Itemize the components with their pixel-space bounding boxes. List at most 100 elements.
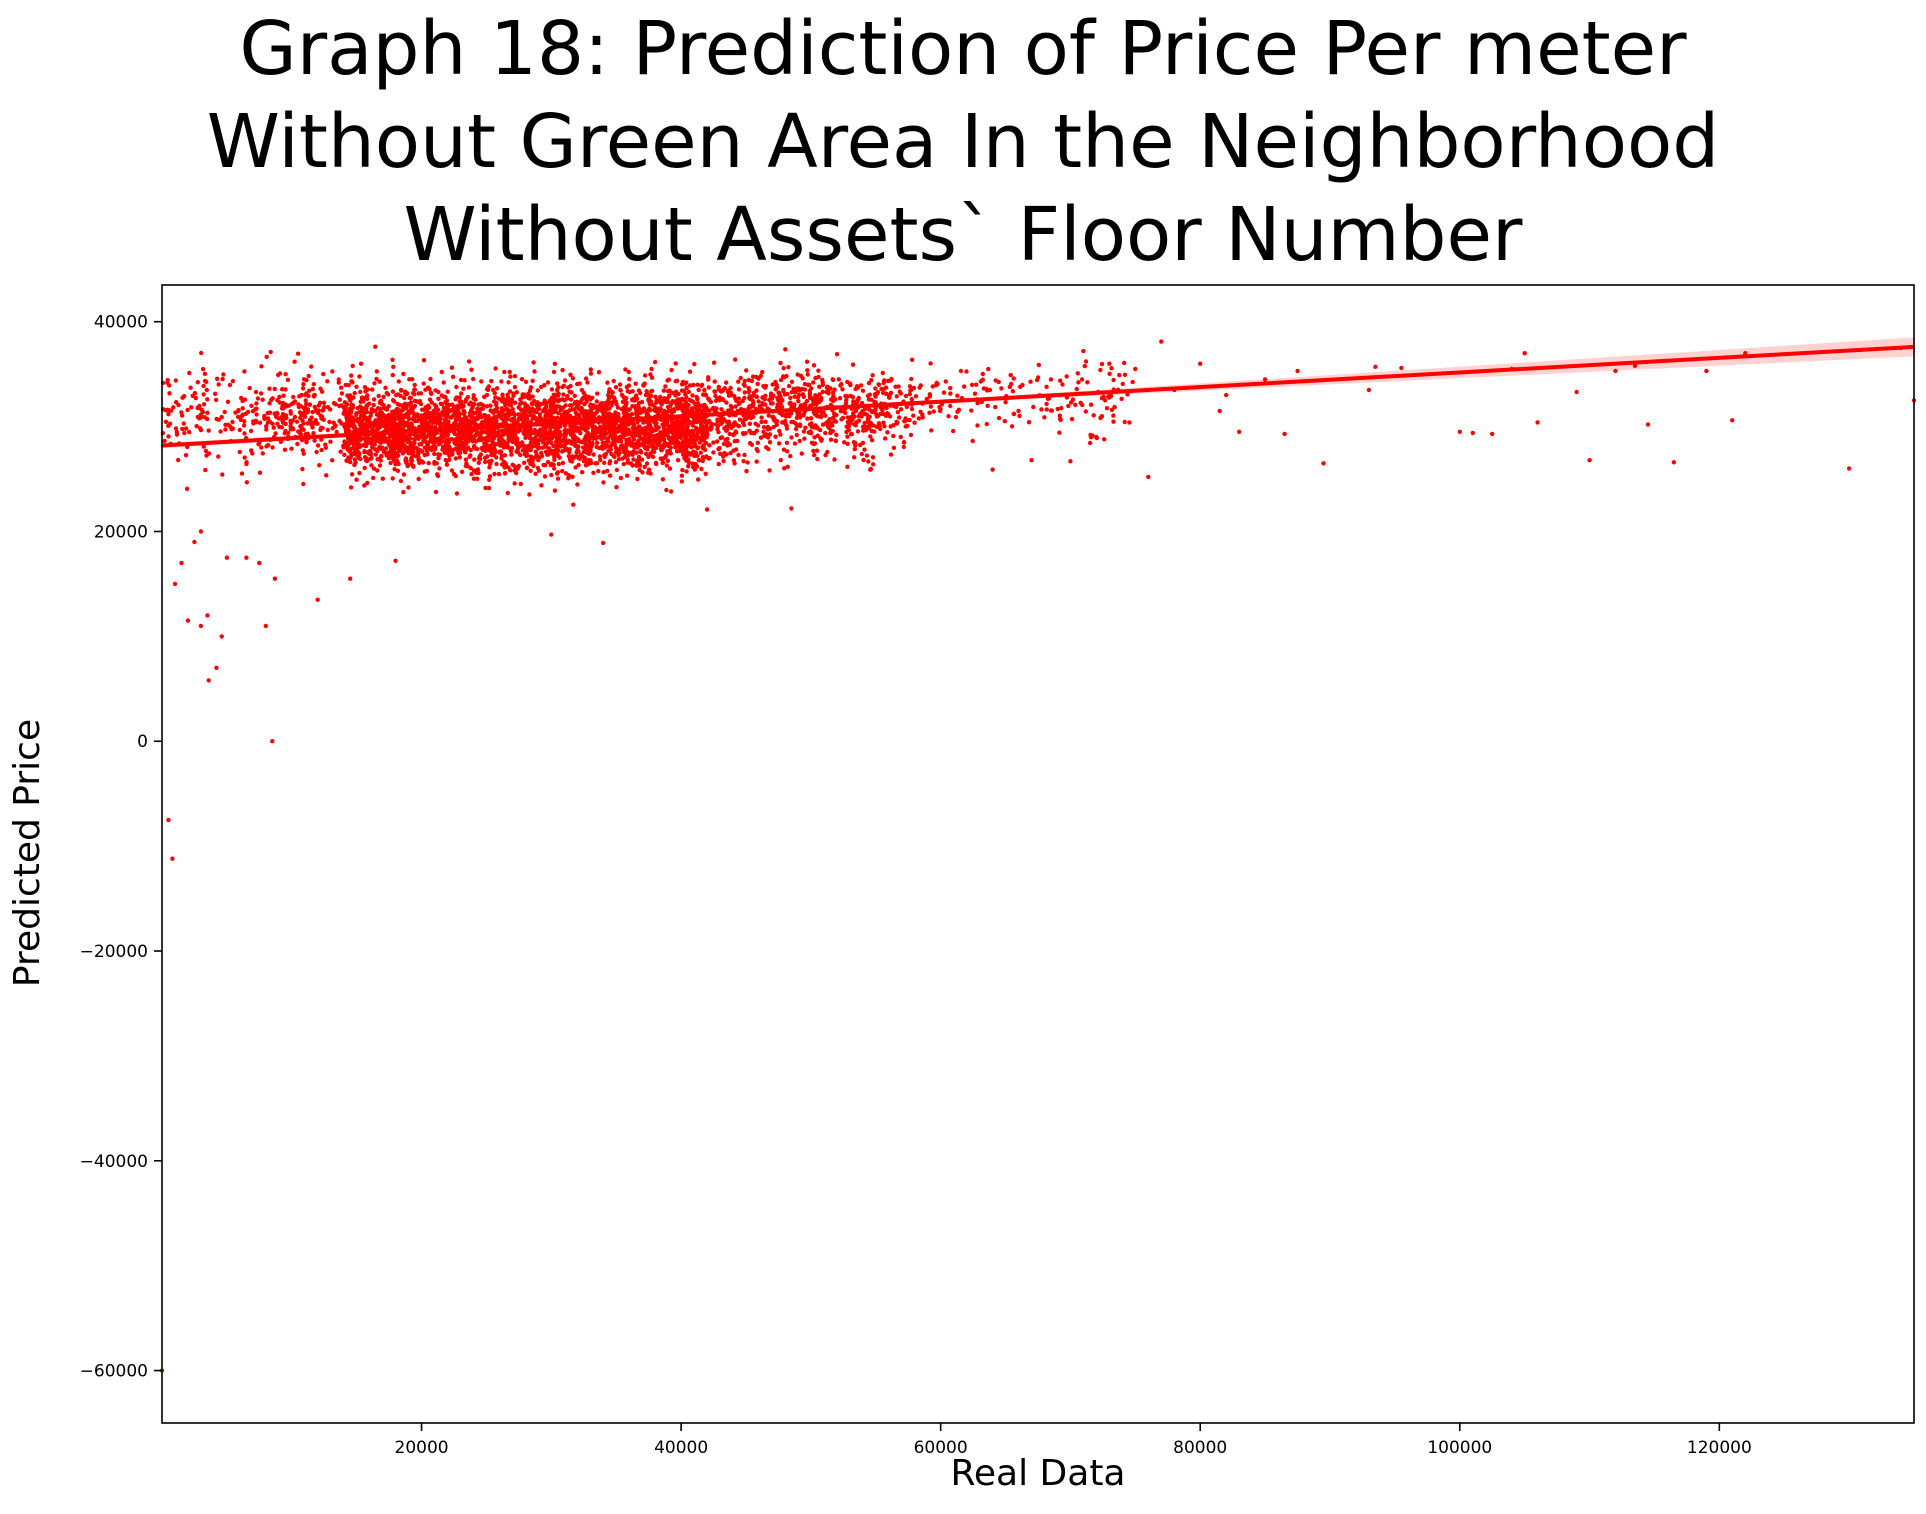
scatter-point [507,402,512,408]
scatter-point [568,454,574,460]
scatter-point [167,383,172,388]
scatter-point [306,373,311,379]
scatter-point [699,383,704,388]
scatter-point [857,412,863,417]
scatter-point [685,423,690,429]
scatter-point [620,399,626,405]
scatter-point [242,419,247,424]
scatter-point [751,414,756,419]
scatter-point [523,379,529,384]
scatter-point [500,439,505,444]
scatter-point [545,452,550,457]
scatter-point [652,449,657,455]
scatter-point [665,404,671,410]
scatter-point [283,372,288,377]
scatter-point [849,414,854,420]
scatter-point [852,446,857,452]
scatter-point [935,381,940,387]
scatter-point [871,462,876,467]
scatter-point [614,401,619,407]
scatter-point [693,425,699,431]
scatter-point [388,413,393,419]
scatter-point [876,382,881,387]
scatter-point [1057,413,1063,418]
scatter-point [549,461,554,467]
scatter-point [1098,367,1103,373]
scatter-point [604,431,609,436]
scatter-point [520,392,525,397]
scatter-point [652,420,657,425]
scatter-point [748,404,754,409]
scatter-point [267,410,273,415]
scatter-point [489,458,494,463]
scatter-point [651,437,657,443]
scatter-point [166,412,171,417]
scatter-point [440,447,445,452]
scatter-point [254,406,259,411]
scatter-point [348,576,353,581]
y-axis-label: Predicted Price [7,718,48,988]
scatter-point [517,401,523,407]
scatter-point [453,456,458,461]
scatter-point [302,414,308,419]
scatter-point [323,445,328,450]
scatter-point [607,459,613,464]
scatter-point [445,414,450,419]
scatter-point [830,377,835,382]
scatter-point [184,486,190,491]
scatter-point [622,405,627,410]
scatter-point [398,446,403,451]
scatter-point [418,391,424,396]
scatter-point [349,373,354,378]
scatter-point [630,463,635,468]
scatter-point [528,385,534,390]
scatter-point [626,369,631,375]
scatter-point [937,408,943,414]
scatter-point [815,456,820,462]
scatter-point [421,438,426,444]
scatter-point [695,396,700,401]
scatter-point [296,402,301,407]
scatter-point [658,430,663,436]
scatter-point [639,457,645,462]
scatter-point [718,451,723,456]
scatter-point [301,451,306,456]
scatter-point [195,380,200,385]
scatter-point [270,445,275,450]
scatter-point [698,450,703,455]
scatter-point [500,392,505,397]
scatter-point [667,388,672,393]
scatter-point [242,431,247,436]
scatter-point [588,367,593,372]
scatter-point [285,377,291,382]
scatter-point [412,437,417,442]
scatter-point [1490,431,1495,437]
scatter-point [373,452,378,457]
scatter-point [848,431,854,437]
scatter-point [902,419,907,424]
scatter-point [782,375,787,380]
scatter-point [300,466,305,472]
scatter-point [928,404,934,409]
scatter-point [307,402,313,407]
scatter-point [543,413,548,418]
scatter-point [601,469,606,475]
scatter-point [848,393,854,399]
scatter-point [204,387,209,393]
scatter-point [461,447,466,452]
scatter-point [596,468,601,474]
scatter-point [866,459,871,464]
scatter-point [696,477,701,482]
scatter-point [946,414,951,419]
scatter-point [478,435,483,440]
scatter-point [493,395,498,400]
scatter-point [613,460,619,465]
scatter-point [214,665,219,670]
scatter-point [741,422,747,428]
scatter-point [406,485,411,490]
scatter-point [885,378,891,384]
y-tick-label: −20000 [80,942,148,962]
scatter-point [627,376,632,382]
scatter-point [588,371,594,376]
scatter-point [363,443,369,449]
